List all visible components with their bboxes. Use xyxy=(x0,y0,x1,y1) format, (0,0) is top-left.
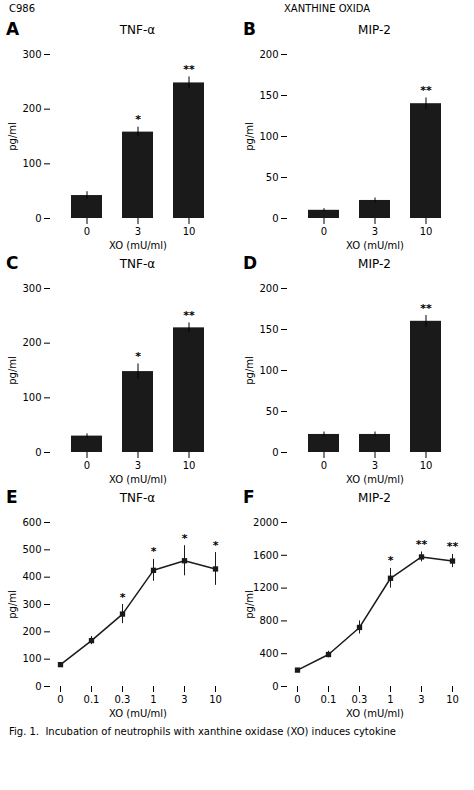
html-text:C986: C986 xyxy=(9,3,36,14)
svg-text:300: 300 xyxy=(22,599,41,610)
svg-text:XO (mU/ml): XO (mU/ml) xyxy=(346,474,404,485)
svg-text:*: * xyxy=(151,545,157,558)
svg-text:0.3: 0.3 xyxy=(115,694,131,705)
svg-text:*: * xyxy=(213,539,219,552)
svg-text:0: 0 xyxy=(272,213,278,224)
svg-text:100: 100 xyxy=(259,131,278,142)
svg-text:**: ** xyxy=(447,540,459,553)
svg-text:**: ** xyxy=(420,84,432,97)
svg-text:pg/ml: pg/ml xyxy=(244,590,255,619)
svg-text:400: 400 xyxy=(22,571,41,582)
svg-text:**: ** xyxy=(416,538,428,551)
svg-text:3: 3 xyxy=(135,226,141,237)
svg-text:0.1: 0.1 xyxy=(84,694,100,705)
svg-text:0: 0 xyxy=(272,447,278,458)
svg-text:**: ** xyxy=(183,63,195,76)
svg-text:XO (mU/ml): XO (mU/ml) xyxy=(346,240,404,251)
svg-text:200: 200 xyxy=(22,626,41,637)
svg-text:10: 10 xyxy=(446,694,459,705)
svg-text:10: 10 xyxy=(420,226,433,237)
svg-text:0: 0 xyxy=(321,226,327,237)
html-text:XANTHINE OXIDA: XANTHINE OXIDA xyxy=(284,3,371,14)
svg-text:**: ** xyxy=(183,309,195,322)
html-text:MIP-2: MIP-2 xyxy=(358,23,391,37)
svg-text:100: 100 xyxy=(259,365,278,376)
svg-text:*: * xyxy=(388,554,394,567)
svg-text:*: * xyxy=(135,350,141,363)
svg-text:0: 0 xyxy=(321,460,327,471)
svg-text:0: 0 xyxy=(35,447,41,458)
svg-text:XO (mU/ml): XO (mU/ml) xyxy=(109,474,167,485)
svg-text:50: 50 xyxy=(266,172,279,183)
svg-text:0.1: 0.1 xyxy=(321,694,337,705)
svg-text:300: 300 xyxy=(22,283,41,294)
svg-text:3: 3 xyxy=(418,694,424,705)
svg-text:0: 0 xyxy=(35,681,41,692)
svg-text:3: 3 xyxy=(181,694,187,705)
html-text:E: E xyxy=(6,487,18,507)
svg-text:*: * xyxy=(135,113,141,126)
svg-text:800: 800 xyxy=(259,615,278,626)
svg-text:1: 1 xyxy=(150,694,156,705)
svg-text:150: 150 xyxy=(259,324,278,335)
svg-text:600: 600 xyxy=(22,517,41,528)
html-text:TNF-α: TNF-α xyxy=(119,23,156,37)
svg-text:10: 10 xyxy=(420,460,433,471)
svg-text:*: * xyxy=(120,591,126,604)
html-text:D: D xyxy=(243,253,258,273)
html-text:MIP-2: MIP-2 xyxy=(358,257,391,271)
svg-text:100: 100 xyxy=(22,392,41,403)
svg-text:100: 100 xyxy=(22,653,41,664)
svg-text:0: 0 xyxy=(294,694,300,705)
svg-text:pg/ml: pg/ml xyxy=(7,356,18,385)
svg-text:pg/ml: pg/ml xyxy=(7,122,18,151)
svg-text:50: 50 xyxy=(266,406,279,417)
svg-text:0.3: 0.3 xyxy=(352,694,368,705)
svg-text:200: 200 xyxy=(259,283,278,294)
svg-text:10: 10 xyxy=(183,460,196,471)
svg-text:pg/ml: pg/ml xyxy=(244,356,255,385)
svg-text:*: * xyxy=(182,532,188,545)
html-text:TNF-α: TNF-α xyxy=(119,257,156,271)
html-text:A: A xyxy=(6,19,20,39)
svg-text:2000: 2000 xyxy=(253,517,278,528)
svg-text:0: 0 xyxy=(84,226,90,237)
svg-text:pg/ml: pg/ml xyxy=(244,122,255,151)
svg-text:10: 10 xyxy=(209,694,222,705)
svg-text:200: 200 xyxy=(22,337,41,348)
html-text:TNF-α: TNF-α xyxy=(119,491,156,505)
svg-text:0: 0 xyxy=(35,213,41,224)
svg-text:200: 200 xyxy=(259,49,278,60)
svg-text:100: 100 xyxy=(22,158,41,169)
svg-text:150: 150 xyxy=(259,90,278,101)
html-text:MIP-2: MIP-2 xyxy=(358,491,391,505)
svg-text:**: ** xyxy=(420,302,432,315)
svg-text:3: 3 xyxy=(372,460,378,471)
html-text:B: B xyxy=(243,19,256,39)
svg-text:1: 1 xyxy=(387,694,393,705)
svg-text:1200: 1200 xyxy=(253,582,278,593)
svg-text:XO (mU/ml): XO (mU/ml) xyxy=(109,708,167,719)
svg-text:3: 3 xyxy=(135,460,141,471)
html-text:F: F xyxy=(243,487,255,507)
svg-text:3: 3 xyxy=(372,226,378,237)
svg-text:500: 500 xyxy=(22,544,41,555)
svg-text:0: 0 xyxy=(84,460,90,471)
svg-text:200: 200 xyxy=(22,103,41,114)
svg-text:0: 0 xyxy=(272,681,278,692)
svg-text:300: 300 xyxy=(22,49,41,60)
html-text:Fig. 1. Incubation of neutroph: Fig. 1. Incubation of neutrophils with x… xyxy=(9,726,396,737)
svg-text:1600: 1600 xyxy=(253,550,278,561)
svg-text:10: 10 xyxy=(183,226,196,237)
svg-text:XO (mU/ml): XO (mU/ml) xyxy=(346,708,404,719)
svg-text:400: 400 xyxy=(259,648,278,659)
svg-text:0: 0 xyxy=(57,694,63,705)
svg-text:XO (mU/ml): XO (mU/ml) xyxy=(109,240,167,251)
html-text:C: C xyxy=(6,253,19,273)
svg-text:pg/ml: pg/ml xyxy=(7,590,18,619)
